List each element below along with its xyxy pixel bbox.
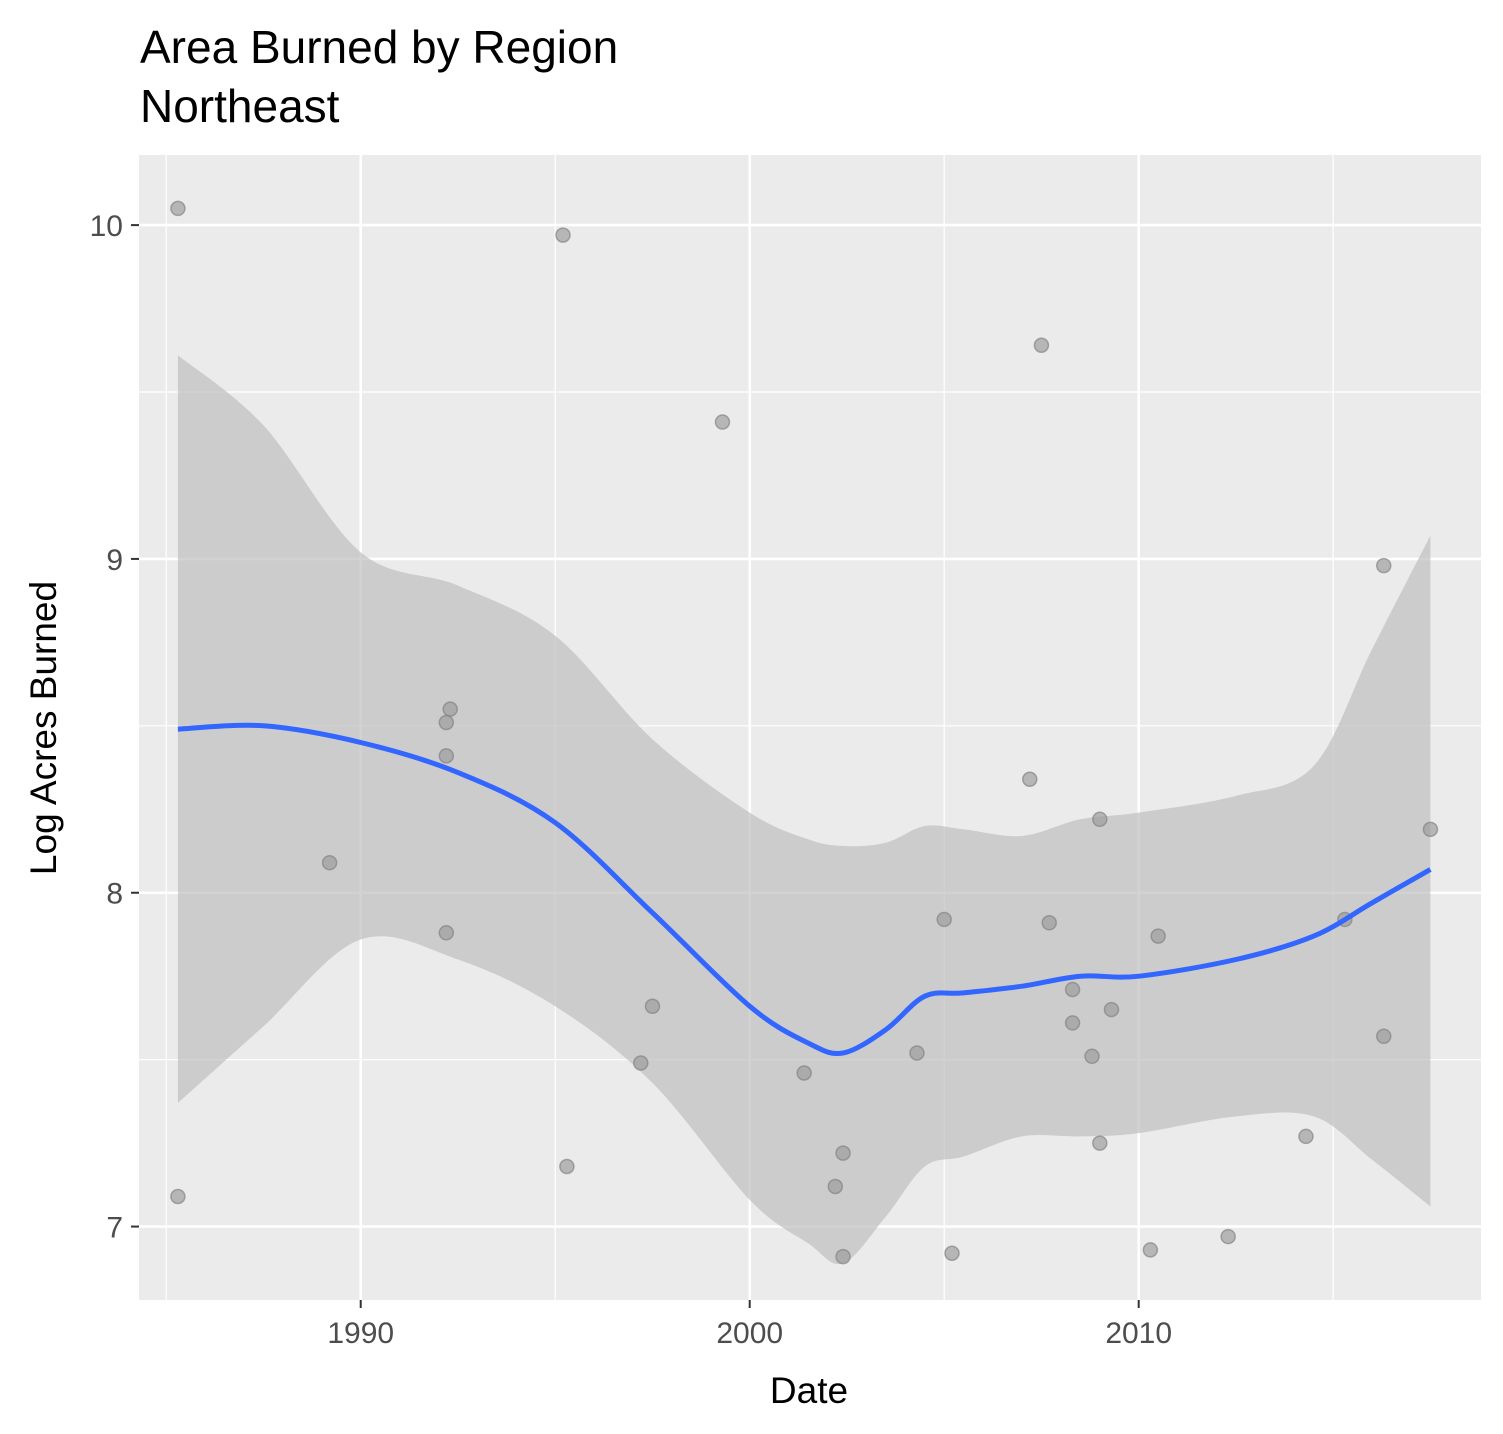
- data-point: [796, 1065, 812, 1081]
- data-point: [170, 200, 186, 217]
- data-point: [644, 998, 661, 1014]
- data-point: [438, 925, 455, 941]
- data-point: [1064, 1015, 1081, 1031]
- data-point: [909, 1045, 925, 1061]
- scatter-points: [170, 200, 1439, 1265]
- y-tick-label: 7: [106, 1212, 123, 1245]
- data-point: [1022, 771, 1038, 787]
- data-point: [1033, 337, 1050, 354]
- y-tick-label: 9: [106, 544, 123, 577]
- y-axis: 7 8 9 10: [90, 210, 139, 1245]
- chart-title: Area Burned by Region: [140, 21, 618, 73]
- data-point: [944, 1245, 960, 1262]
- y-tick-label: 10: [90, 210, 123, 243]
- data-point: [1142, 1242, 1159, 1258]
- data-point: [555, 227, 571, 243]
- data-point: [1220, 1228, 1236, 1245]
- y-tick-label: 8: [106, 878, 123, 911]
- data-point: [438, 714, 455, 731]
- data-point: [835, 1145, 851, 1161]
- data-point: [1376, 557, 1392, 574]
- data-point: [442, 701, 458, 717]
- data-point: [170, 1188, 186, 1205]
- data-point: [936, 911, 952, 928]
- x-tick-label: 2010: [1105, 1317, 1172, 1350]
- y-axis-title: Log Acres Burned: [23, 581, 64, 875]
- data-point: [1092, 811, 1108, 828]
- data-point: [835, 1248, 851, 1265]
- smooth-line: [177, 722, 1432, 1057]
- data-point: [438, 748, 455, 764]
- x-tick-label: 1990: [327, 1317, 394, 1350]
- x-axis-title: Date: [770, 1370, 848, 1411]
- data-point: [827, 1178, 844, 1195]
- data-point: [321, 854, 338, 871]
- data-point: [1150, 928, 1166, 944]
- x-tick-label: 2000: [716, 1317, 783, 1350]
- x-axis: 1990 2000 2010: [327, 1300, 1172, 1350]
- data-point: [1084, 1048, 1100, 1065]
- data-point: [1103, 1001, 1120, 1018]
- chart-subtitle: Northeast: [140, 80, 340, 132]
- data-point: [1376, 1028, 1392, 1045]
- confidence-ribbon: [177, 355, 1431, 1265]
- data-point: [633, 1055, 649, 1071]
- data-point: [1298, 1128, 1314, 1145]
- data-point: [1064, 981, 1081, 998]
- data-point: [559, 1158, 575, 1175]
- data-point: [1092, 1135, 1108, 1151]
- data-point: [1041, 915, 1057, 931]
- data-point: [1422, 821, 1439, 838]
- data-point: [714, 414, 731, 430]
